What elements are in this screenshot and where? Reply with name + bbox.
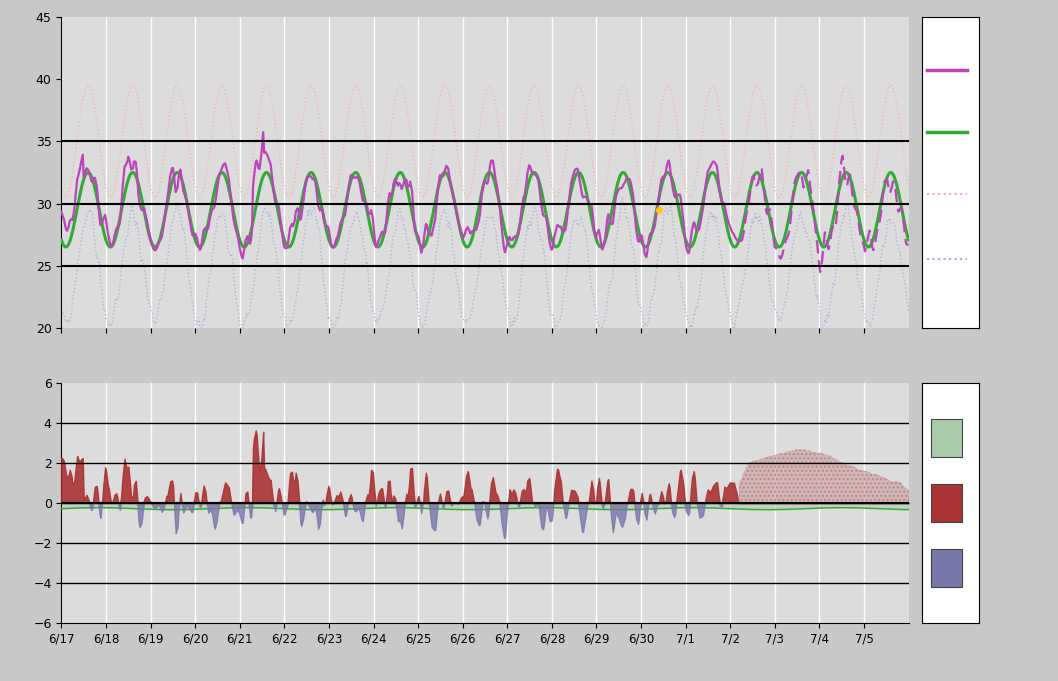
Bar xyxy=(931,484,962,522)
Bar xyxy=(931,549,962,587)
Bar xyxy=(931,419,962,458)
